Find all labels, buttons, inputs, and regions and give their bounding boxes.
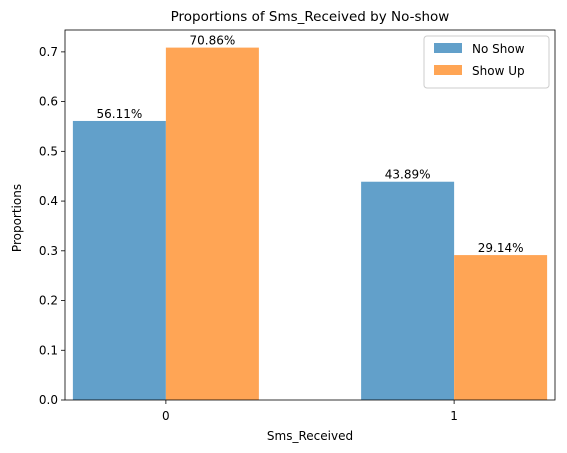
y-tick-label: 0.5	[39, 144, 58, 158]
y-tick-label: 0.1	[39, 343, 58, 357]
y-tick-label: 0.0	[39, 393, 58, 407]
legend-swatch	[434, 65, 462, 75]
data-label: 29.14%	[478, 241, 524, 255]
legend-label: No Show	[472, 42, 525, 56]
data-label: 70.86%	[189, 34, 235, 48]
bar-no-show-0	[72, 120, 166, 400]
y-tick-label: 0.3	[39, 244, 58, 258]
y-tick-label: 0.4	[39, 194, 58, 208]
bar-no-show-1	[361, 181, 455, 400]
y-axis-label: Proportions	[10, 184, 24, 252]
data-label: 56.11%	[96, 107, 142, 121]
data-label: 43.89%	[385, 168, 431, 182]
y-tick-label: 0.2	[39, 294, 58, 308]
chart-title: Proportions of Sms_Received by No-show	[171, 9, 450, 25]
legend-swatch	[434, 43, 462, 53]
y-tick-label: 0.7	[39, 45, 58, 59]
x-tick-label: 0	[162, 409, 170, 423]
bar-show-up-0	[165, 47, 259, 401]
plot-frame	[64, 29, 556, 401]
legend-label: Show Up	[472, 64, 525, 78]
x-axis-label: Sms_Received	[267, 429, 353, 443]
legend: No Show Show Up	[423, 35, 550, 89]
bar-show-up-1	[454, 255, 548, 400]
y-tick-label: 0.6	[39, 95, 58, 109]
x-tick-label: 1	[450, 409, 458, 423]
